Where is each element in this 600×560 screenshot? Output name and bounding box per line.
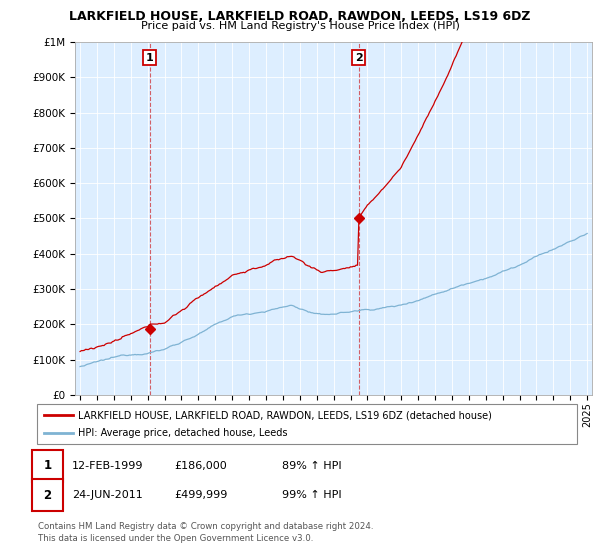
Text: 2: 2	[43, 488, 52, 502]
Text: 24-JUN-2011: 24-JUN-2011	[72, 490, 143, 500]
Text: 12-FEB-1999: 12-FEB-1999	[72, 461, 143, 471]
Text: 99% ↑ HPI: 99% ↑ HPI	[282, 490, 341, 500]
Text: 1: 1	[146, 53, 154, 63]
Text: LARKFIELD HOUSE, LARKFIELD ROAD, RAWDON, LEEDS, LS19 6DZ: LARKFIELD HOUSE, LARKFIELD ROAD, RAWDON,…	[69, 10, 531, 23]
Text: 89% ↑ HPI: 89% ↑ HPI	[282, 461, 341, 471]
Text: 1: 1	[43, 459, 52, 473]
Text: Price paid vs. HM Land Registry's House Price Index (HPI): Price paid vs. HM Land Registry's House …	[140, 21, 460, 31]
Text: £499,999: £499,999	[174, 490, 227, 500]
Text: HPI: Average price, detached house, Leeds: HPI: Average price, detached house, Leed…	[78, 427, 287, 437]
Text: 2: 2	[355, 53, 362, 63]
Text: LARKFIELD HOUSE, LARKFIELD ROAD, RAWDON, LEEDS, LS19 6DZ (detached house): LARKFIELD HOUSE, LARKFIELD ROAD, RAWDON,…	[78, 410, 492, 421]
Text: £186,000: £186,000	[174, 461, 227, 471]
Text: Contains HM Land Registry data © Crown copyright and database right 2024.
This d: Contains HM Land Registry data © Crown c…	[38, 522, 373, 543]
